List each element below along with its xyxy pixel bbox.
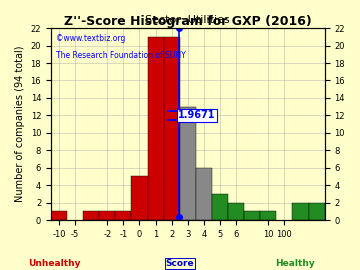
Text: 1.9671: 1.9671: [179, 110, 216, 120]
Bar: [196, 168, 212, 220]
Text: The Research Foundation of SUNY: The Research Foundation of SUNY: [57, 51, 186, 60]
Text: Sector: Utilities: Sector: Utilities: [145, 15, 230, 25]
Bar: [115, 211, 131, 220]
Bar: [228, 202, 244, 220]
Bar: [292, 202, 309, 220]
Bar: [99, 211, 115, 220]
Bar: [83, 211, 99, 220]
Title: Z''-Score Histogram for GXP (2016): Z''-Score Histogram for GXP (2016): [64, 15, 312, 28]
Bar: [148, 37, 164, 220]
Text: ©www.textbiz.org: ©www.textbiz.org: [57, 34, 126, 43]
Bar: [309, 202, 325, 220]
Bar: [244, 211, 260, 220]
Y-axis label: Number of companies (94 total): Number of companies (94 total): [15, 46, 25, 202]
Text: Score: Score: [166, 259, 194, 268]
Bar: [164, 37, 180, 220]
Bar: [180, 107, 196, 220]
Bar: [212, 194, 228, 220]
Text: Healthy: Healthy: [275, 259, 315, 268]
Bar: [51, 211, 67, 220]
Bar: [260, 211, 276, 220]
Bar: [131, 177, 148, 220]
Text: Unhealthy: Unhealthy: [28, 259, 80, 268]
